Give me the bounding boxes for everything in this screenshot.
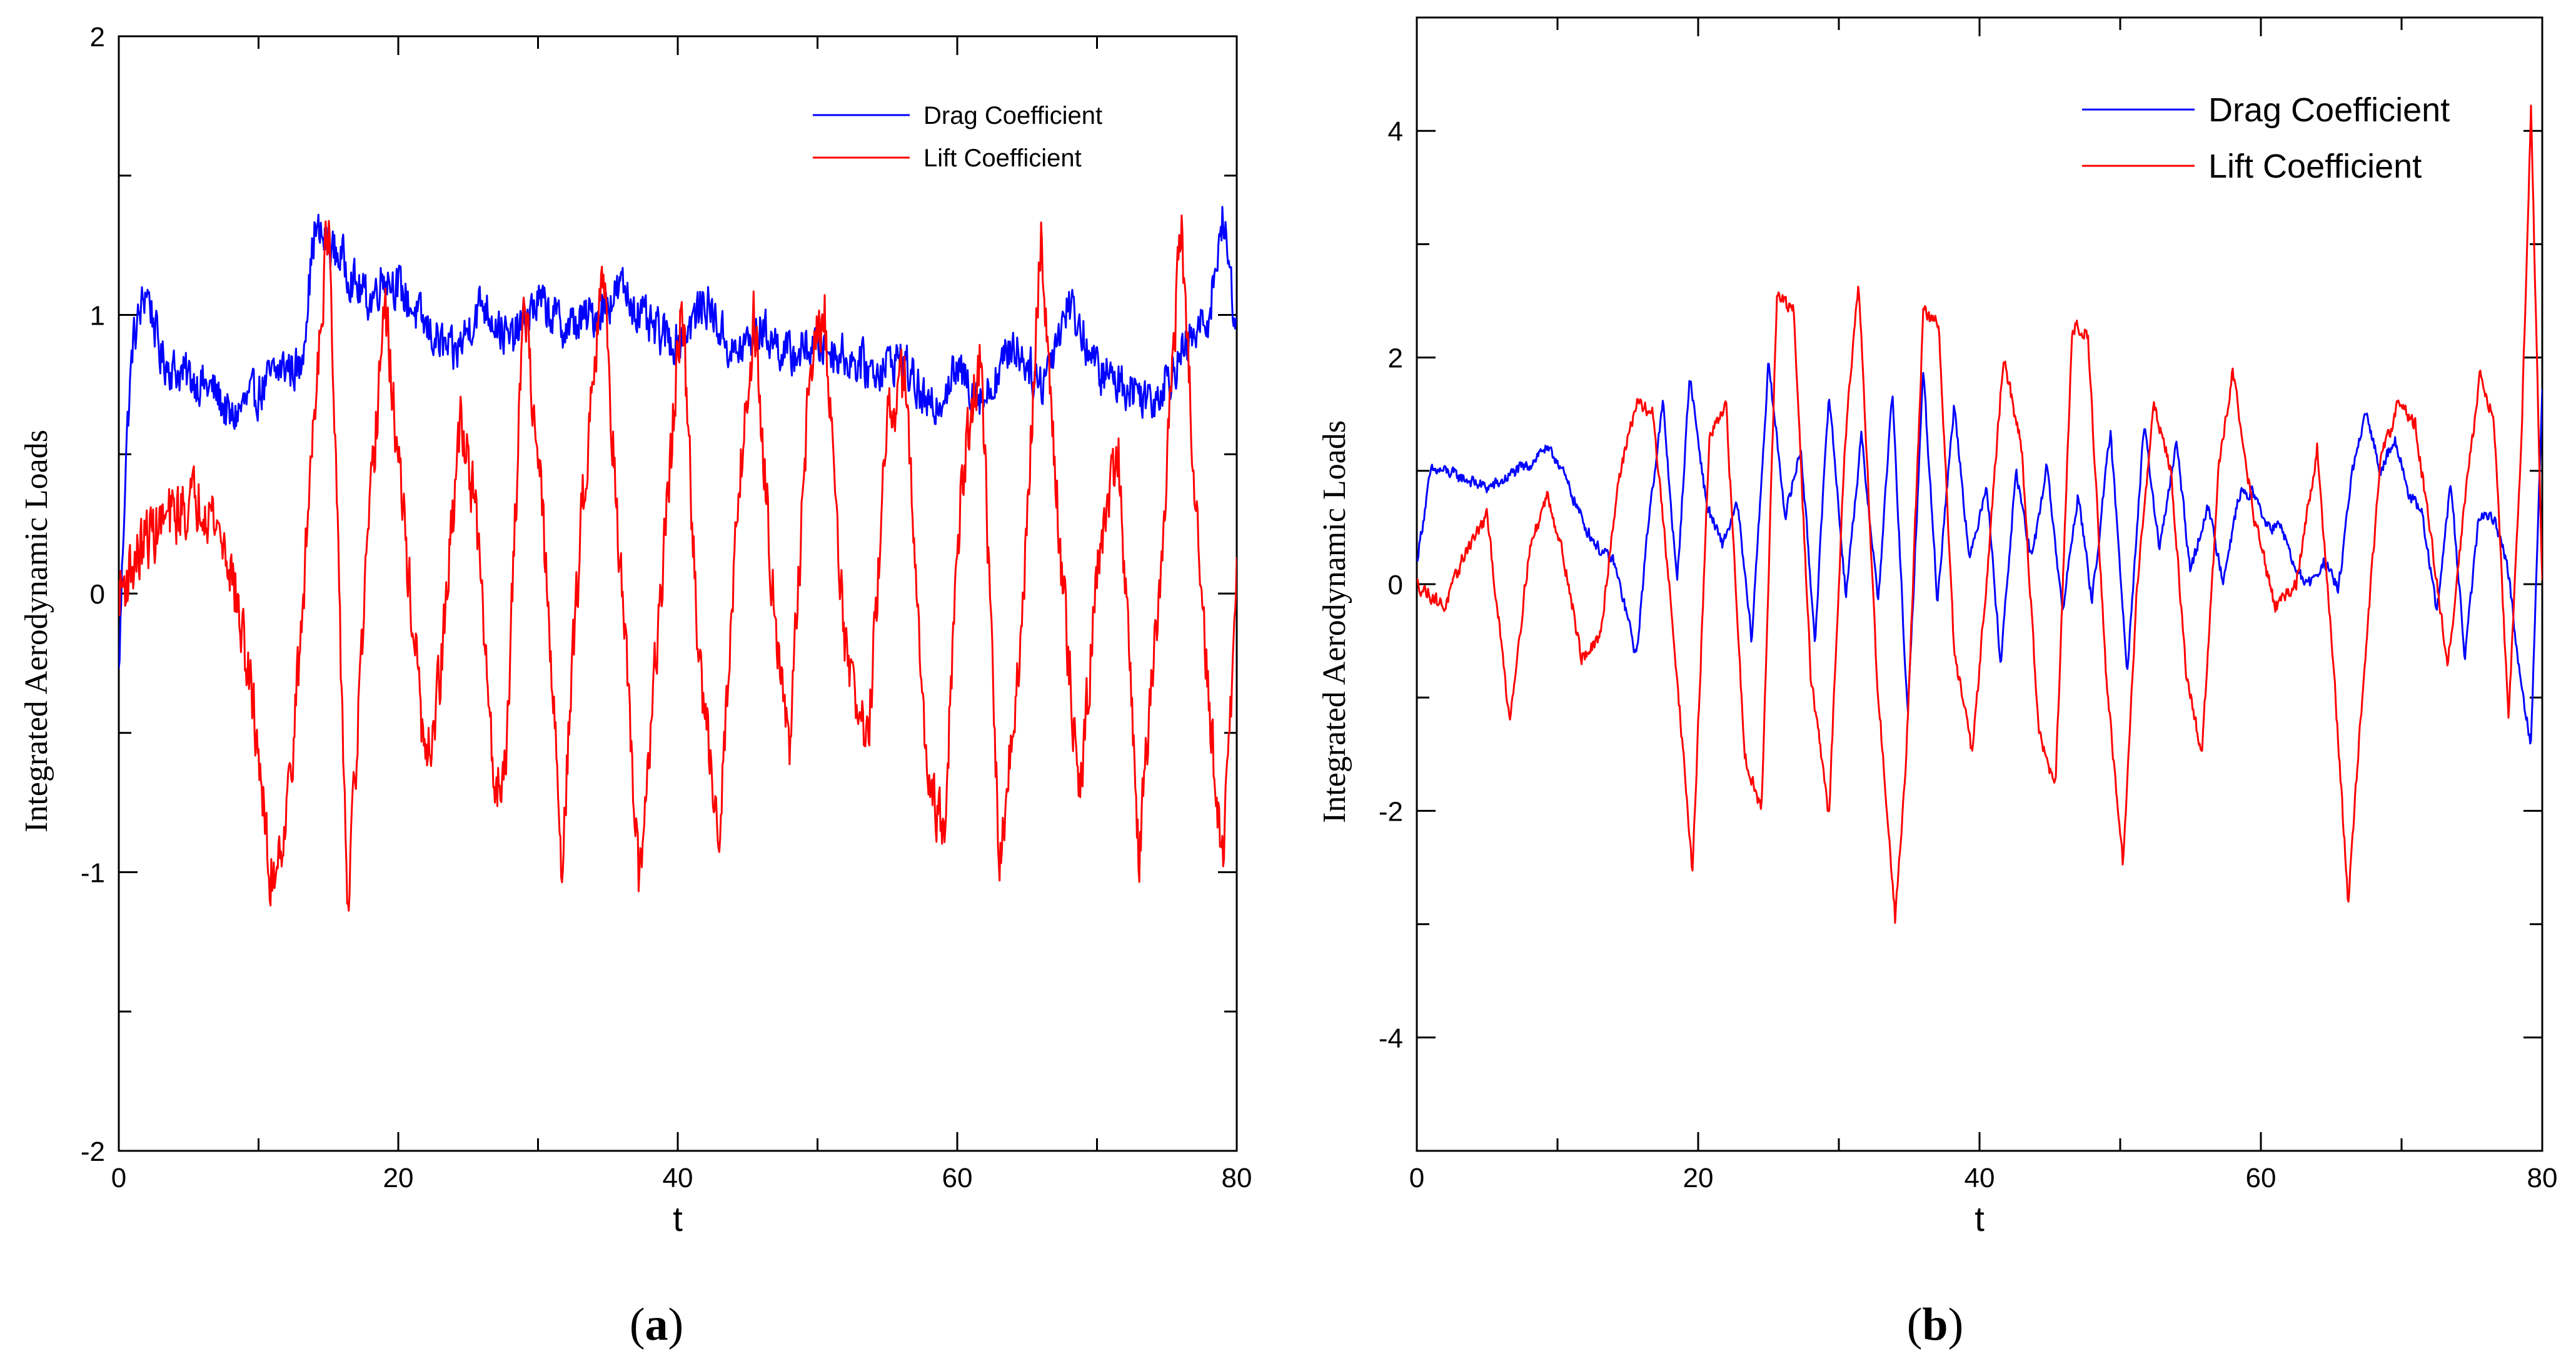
caption-a-letter: a <box>645 1299 668 1350</box>
y-tick-label: 0 <box>1388 570 1403 600</box>
x-axis-label: t <box>673 1199 683 1238</box>
x-tick-label: 40 <box>663 1163 693 1193</box>
x-tick-label: 80 <box>1222 1163 1252 1193</box>
legend-label: Drag Coefficient <box>923 102 1102 129</box>
y-tick-label: -4 <box>1379 1023 1403 1054</box>
caption-b-letter: b <box>1922 1299 1948 1350</box>
series-line-lift-coefficient <box>119 215 1237 912</box>
x-tick-label: 20 <box>383 1163 414 1193</box>
legend-label: Drag Coefficient <box>2208 91 2450 129</box>
legend-label: Lift Coefficient <box>923 144 1082 172</box>
x-tick-label: 20 <box>1683 1163 1714 1193</box>
y-tick-label: 2 <box>1388 343 1403 374</box>
x-tick-label: 60 <box>942 1163 973 1193</box>
y-tick-label: 2 <box>90 22 105 53</box>
caption-a-open: ( <box>630 1299 645 1350</box>
y-axis-label: Integrated Aerodynamic Loads <box>19 430 54 832</box>
x-tick-label: 60 <box>2246 1163 2277 1193</box>
series-line-lift-coefficient <box>1417 104 2542 924</box>
caption-a: (a) <box>630 1299 683 1350</box>
caption-b: (b) <box>1907 1299 1963 1350</box>
series-line-drag-coefficient <box>1417 362 2542 745</box>
y-tick-label: -2 <box>1379 796 1403 827</box>
y-tick-label: -2 <box>81 1136 105 1167</box>
legend-label: Lift Coefficient <box>2208 148 2422 185</box>
caption-b-open: ( <box>1907 1299 1923 1350</box>
y-tick-label: 1 <box>90 301 105 331</box>
caption-a-close: ) <box>668 1299 684 1350</box>
x-tick-label: 80 <box>2527 1163 2558 1193</box>
x-tick-label: 40 <box>1965 1163 1995 1193</box>
y-tick-label: 4 <box>1388 116 1403 147</box>
y-tick-label: -1 <box>81 858 105 889</box>
y-axis-label: Integrated Aerodynamic Loads <box>1317 420 1352 823</box>
caption-b-close: ) <box>1948 1299 1964 1350</box>
y-tick-label: 0 <box>90 579 105 610</box>
x-tick-label: 0 <box>111 1163 126 1193</box>
x-axis-label: t <box>1975 1199 1985 1238</box>
x-tick-label: 0 <box>1409 1163 1424 1193</box>
